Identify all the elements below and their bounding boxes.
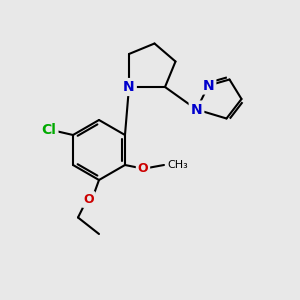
Text: O: O bbox=[83, 193, 94, 206]
Text: CH₃: CH₃ bbox=[167, 160, 188, 170]
Text: N: N bbox=[191, 103, 202, 116]
Text: Cl: Cl bbox=[42, 124, 56, 137]
Text: Cl: Cl bbox=[42, 124, 56, 137]
Text: N: N bbox=[123, 80, 135, 94]
Text: O: O bbox=[138, 161, 148, 175]
Text: O: O bbox=[83, 193, 94, 206]
Text: N: N bbox=[203, 79, 214, 92]
Text: N: N bbox=[203, 79, 214, 92]
Text: N: N bbox=[123, 80, 135, 94]
Text: O: O bbox=[138, 161, 148, 175]
Text: N: N bbox=[191, 103, 202, 116]
